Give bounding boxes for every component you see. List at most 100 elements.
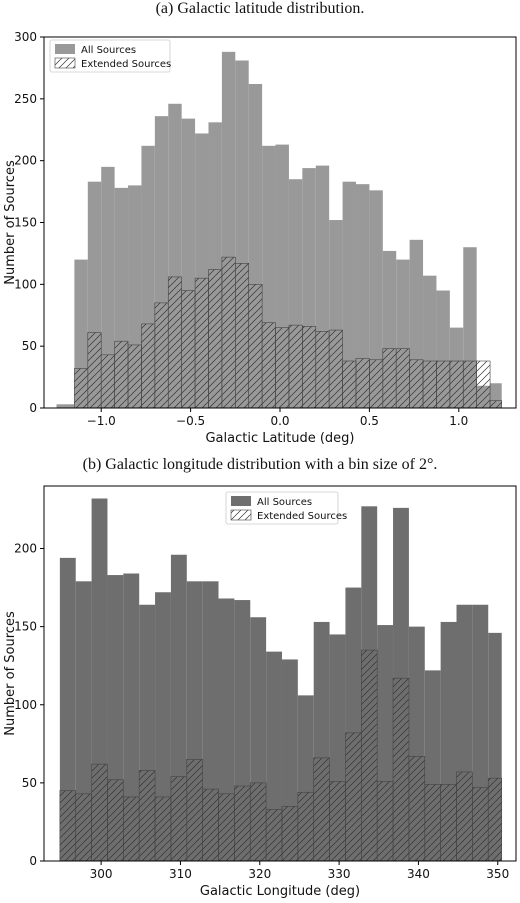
bar-extended-sources	[235, 263, 250, 409]
bar-extended-sources	[123, 796, 140, 862]
bar-extended-sources	[154, 796, 172, 862]
bar-extended-sources	[91, 763, 108, 862]
bar-extended-sources	[476, 360, 491, 409]
x-tick-label: 340	[407, 867, 430, 881]
bar-extended-sources	[194, 277, 209, 409]
x-tick-label: 330	[328, 867, 351, 881]
bar-extended-sources	[342, 360, 357, 409]
legend-swatch-extended-sources	[54, 57, 76, 69]
x-tick-label: −0.5	[176, 414, 205, 428]
bar-extended-sources	[107, 779, 124, 862]
bar-all-sources	[369, 190, 383, 408]
bar-extended-sources	[114, 340, 129, 409]
bar-extended-sources	[74, 368, 89, 409]
bar-extended-sources	[487, 777, 503, 862]
x-axis-label: Galactic Longitude (deg)	[200, 884, 360, 899]
bar-extended-sources	[275, 327, 290, 409]
bar-extended-sources	[167, 276, 182, 409]
y-tick-label: 300	[14, 30, 37, 44]
longitude-histogram: 0 50 100 150 200 300 310 320 330 340 350 Galactic L…	[3, 485, 517, 899]
y-tick-label: 150	[14, 216, 37, 230]
bar-extended-sources	[315, 331, 330, 409]
legend-label-all-sources: All Sources	[81, 45, 136, 56]
bar-extended-sources	[248, 284, 263, 409]
bar-extended-sources	[462, 360, 477, 409]
legend-swatch-extended-sources	[230, 509, 252, 521]
x-tick-label: 320	[248, 867, 271, 881]
x-tick-label: −1.0	[87, 414, 116, 428]
bar-extended-sources	[472, 787, 489, 862]
bar-extended-sources	[265, 809, 283, 862]
bar-all-sources	[342, 181, 356, 408]
bar-extended-sources	[154, 302, 169, 409]
bar-extended-sources	[489, 400, 502, 409]
bar-all-sources	[56, 404, 75, 408]
bar-extended-sources	[376, 781, 394, 862]
bar-extended-sources	[127, 344, 142, 409]
bar-extended-sources	[329, 781, 346, 862]
bar-extended-sources	[87, 332, 102, 409]
plot-frame	[43, 485, 517, 862]
legend-box	[49, 39, 171, 73]
y-axis-label: Number of Sources	[3, 611, 18, 736]
caption-longitude: (b) Galactic longitude distribution with…	[82, 456, 438, 473]
bar-extended-sources	[221, 256, 236, 409]
bar-extended-sources	[288, 324, 303, 409]
bar-extended-sources	[456, 771, 473, 862]
y-axis-label: Number of Sources	[3, 160, 18, 285]
bar-extended-sources	[261, 322, 276, 409]
legend-label-extended-sources: Extended Sources	[81, 59, 171, 70]
y-tick-label: 0	[29, 401, 37, 415]
bar-all-sources	[155, 592, 171, 861]
bar-extended-sources	[302, 326, 317, 409]
y-tick-label: 200	[14, 542, 37, 556]
bar-extended-sources	[449, 360, 464, 409]
bar-extended-sources	[345, 732, 362, 862]
legend-label-extended-sources: Extended Sources	[257, 511, 347, 522]
x-tick-label: 300	[90, 867, 113, 881]
x-axis-label: Galactic Latitude (deg)	[205, 431, 354, 446]
bar-extended-sources	[361, 649, 378, 862]
bar-extended-sources	[170, 776, 188, 862]
bar-extended-sources	[59, 790, 77, 862]
bar-extended-sources	[186, 759, 203, 862]
x-tick-label: 350	[486, 867, 509, 881]
y-tick-label: 100	[14, 698, 37, 712]
bar-extended-sources	[202, 788, 219, 862]
x-tick-label: 0.5	[360, 414, 379, 428]
bar-extended-sources	[395, 348, 410, 409]
bar-all-sources	[490, 383, 502, 408]
bar-all-sources	[101, 166, 115, 408]
y-tick-label: 50	[22, 776, 37, 790]
bar-all-sources	[355, 184, 370, 408]
bar-extended-sources	[218, 793, 235, 862]
bar-all-sources	[59, 557, 76, 861]
bar-extended-sources	[424, 784, 441, 862]
x-tick-label: 0.0	[270, 414, 289, 428]
bar-extended-sources	[313, 757, 330, 862]
bar-extended-sources	[100, 354, 115, 409]
legend-box	[225, 491, 339, 525]
bar-extended-sources	[355, 358, 370, 409]
bar-extended-sources	[75, 793, 92, 862]
legend-swatch-all-sources	[55, 44, 75, 54]
bar-extended-sources	[138, 770, 156, 862]
legend: All Sources Extended Sources	[225, 491, 347, 525]
bar-extended-sources	[392, 677, 410, 862]
legend-swatch-all-sources	[231, 496, 251, 506]
bar-all-sources	[123, 573, 140, 861]
bar-extended-sources	[208, 269, 223, 409]
bar-extended-sources	[409, 359, 424, 409]
y-tick-label: 0	[29, 854, 37, 868]
y-tick-label: 150	[14, 620, 37, 634]
bar-extended-sources	[440, 784, 457, 862]
x-tick-label: 310	[169, 867, 192, 881]
bar-extended-sources	[181, 290, 196, 409]
bar-extended-sources	[422, 360, 437, 409]
bar-extended-sources	[249, 782, 267, 862]
legend-label-all-sources: All Sources	[257, 497, 312, 508]
bar-extended-sources	[297, 791, 315, 862]
legend: All Sources Extended Sources	[49, 39, 171, 73]
bar-extended-sources	[369, 359, 384, 409]
y-tick-label: 250	[14, 92, 37, 106]
